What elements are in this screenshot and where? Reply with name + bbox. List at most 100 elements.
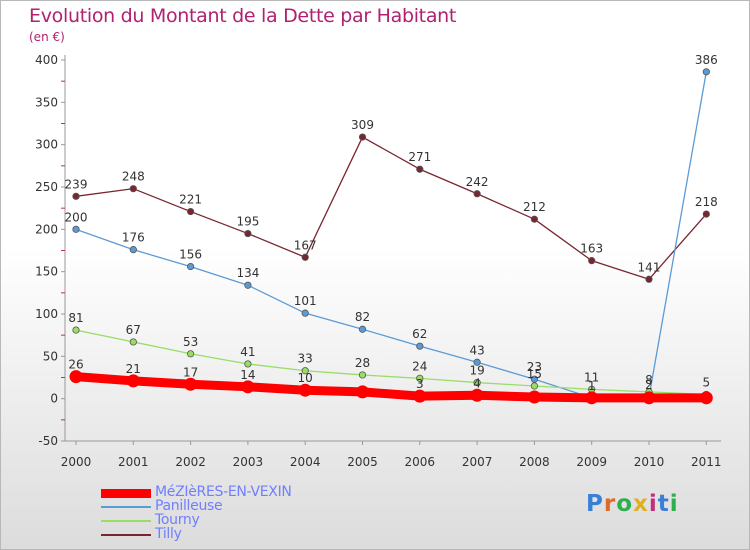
data-label: 386: [695, 53, 718, 67]
data-label: 43: [469, 343, 484, 357]
series-line: [75, 329, 707, 396]
data-point: [356, 385, 369, 399]
data-label: 1: [588, 379, 596, 393]
data-label: 10: [298, 371, 313, 385]
data-point: [416, 165, 424, 173]
data-label: 101: [294, 294, 317, 308]
series-line: [71, 372, 711, 403]
data-label: 239: [65, 177, 88, 191]
data-point: [645, 275, 653, 283]
y-tick-label: 200: [35, 222, 58, 236]
legend-swatch: [101, 520, 151, 522]
data-point: [416, 374, 424, 382]
data-point: [72, 192, 80, 200]
data-label: 15: [527, 367, 542, 381]
data-point: [298, 383, 312, 397]
data-point: [241, 380, 255, 394]
series-line: [75, 136, 707, 280]
data-point: [416, 342, 424, 350]
data-point: [301, 309, 309, 317]
data-label: 17: [183, 365, 198, 379]
data-label: 156: [179, 248, 202, 262]
legend-label: Tourny: [155, 512, 200, 528]
data-point: [358, 325, 367, 333]
legend-label: Tilly: [155, 526, 182, 542]
data-point: [470, 388, 484, 402]
data-label: 8: [645, 373, 653, 387]
data-label: 167: [294, 238, 317, 252]
data-label: 21: [126, 362, 141, 376]
data-point: [72, 326, 80, 334]
data-label: 176: [122, 231, 145, 245]
data-label: 218: [695, 195, 718, 209]
data-point: [72, 225, 80, 233]
chart-title: Evolution du Montant de la Dette par Hab…: [29, 5, 457, 27]
data-point: [413, 389, 427, 403]
data-label: 41: [240, 345, 255, 359]
data-point: [530, 382, 539, 390]
x-tick-label: 2010: [634, 455, 665, 469]
data-point: [473, 358, 481, 366]
data-point: [527, 390, 541, 404]
data-point: [473, 190, 481, 198]
data-point: [301, 253, 309, 261]
x-tick-label: 2009: [576, 455, 607, 469]
x-tick-label: 2000: [61, 455, 92, 469]
data-point: [184, 377, 198, 391]
data-label: 62: [412, 327, 427, 341]
data-point: [187, 207, 195, 216]
y-tick-label: 0: [50, 392, 58, 406]
data-label: 134: [236, 266, 259, 280]
series-line: [75, 71, 707, 399]
data-point: [244, 281, 252, 289]
x-tick-label: 2011: [691, 455, 722, 469]
data-label: 200: [65, 210, 88, 224]
y-tick-label: 100: [35, 307, 58, 321]
data-label: 141: [638, 260, 661, 274]
y-tick-label: 50: [43, 349, 58, 363]
data-point: [699, 391, 713, 405]
y-tick-label: 400: [35, 53, 58, 67]
data-label: 2: [645, 378, 653, 392]
data-label: 24: [412, 359, 427, 373]
y-tick-label: 150: [35, 265, 58, 279]
data-label: 309: [351, 118, 374, 132]
legend-swatch: [101, 534, 151, 536]
data-label: 212: [523, 200, 546, 214]
data-point: [588, 257, 596, 265]
x-tick-label: 2008: [519, 455, 550, 469]
proxiti-logo: Proxiti: [586, 491, 679, 517]
data-point: [129, 246, 137, 254]
data-point: [244, 360, 252, 368]
data-label: 28: [355, 356, 370, 370]
y-tick-label: 250: [35, 180, 58, 194]
data-point: [301, 367, 309, 375]
x-tick-label: 2004: [290, 455, 321, 469]
x-tick-label: 2001: [118, 455, 149, 469]
data-label: 23: [527, 360, 542, 374]
x-tick-label: 2006: [405, 455, 436, 469]
data-point: [129, 185, 137, 193]
data-label: 163: [580, 242, 603, 256]
data-label: 242: [466, 175, 489, 189]
x-tick-label: 2005: [347, 455, 378, 469]
data-label: 14: [240, 368, 255, 382]
y-tick-label: -50: [38, 434, 58, 448]
data-point: [358, 371, 367, 379]
data-point: [642, 391, 656, 405]
data-point: [585, 391, 599, 405]
data-point: [187, 350, 195, 358]
data-label: 221: [179, 193, 202, 207]
data-point: [358, 133, 367, 141]
x-tick-label: 2007: [462, 455, 493, 469]
data-point: [702, 68, 710, 76]
data-label: 82: [355, 310, 370, 324]
data-label: 33: [298, 352, 313, 366]
legend-swatch: [101, 506, 151, 508]
data-point: [187, 262, 195, 271]
chart-subtitle: (en €): [29, 30, 65, 44]
legend-swatch: [101, 488, 151, 498]
data-point: [69, 370, 83, 384]
